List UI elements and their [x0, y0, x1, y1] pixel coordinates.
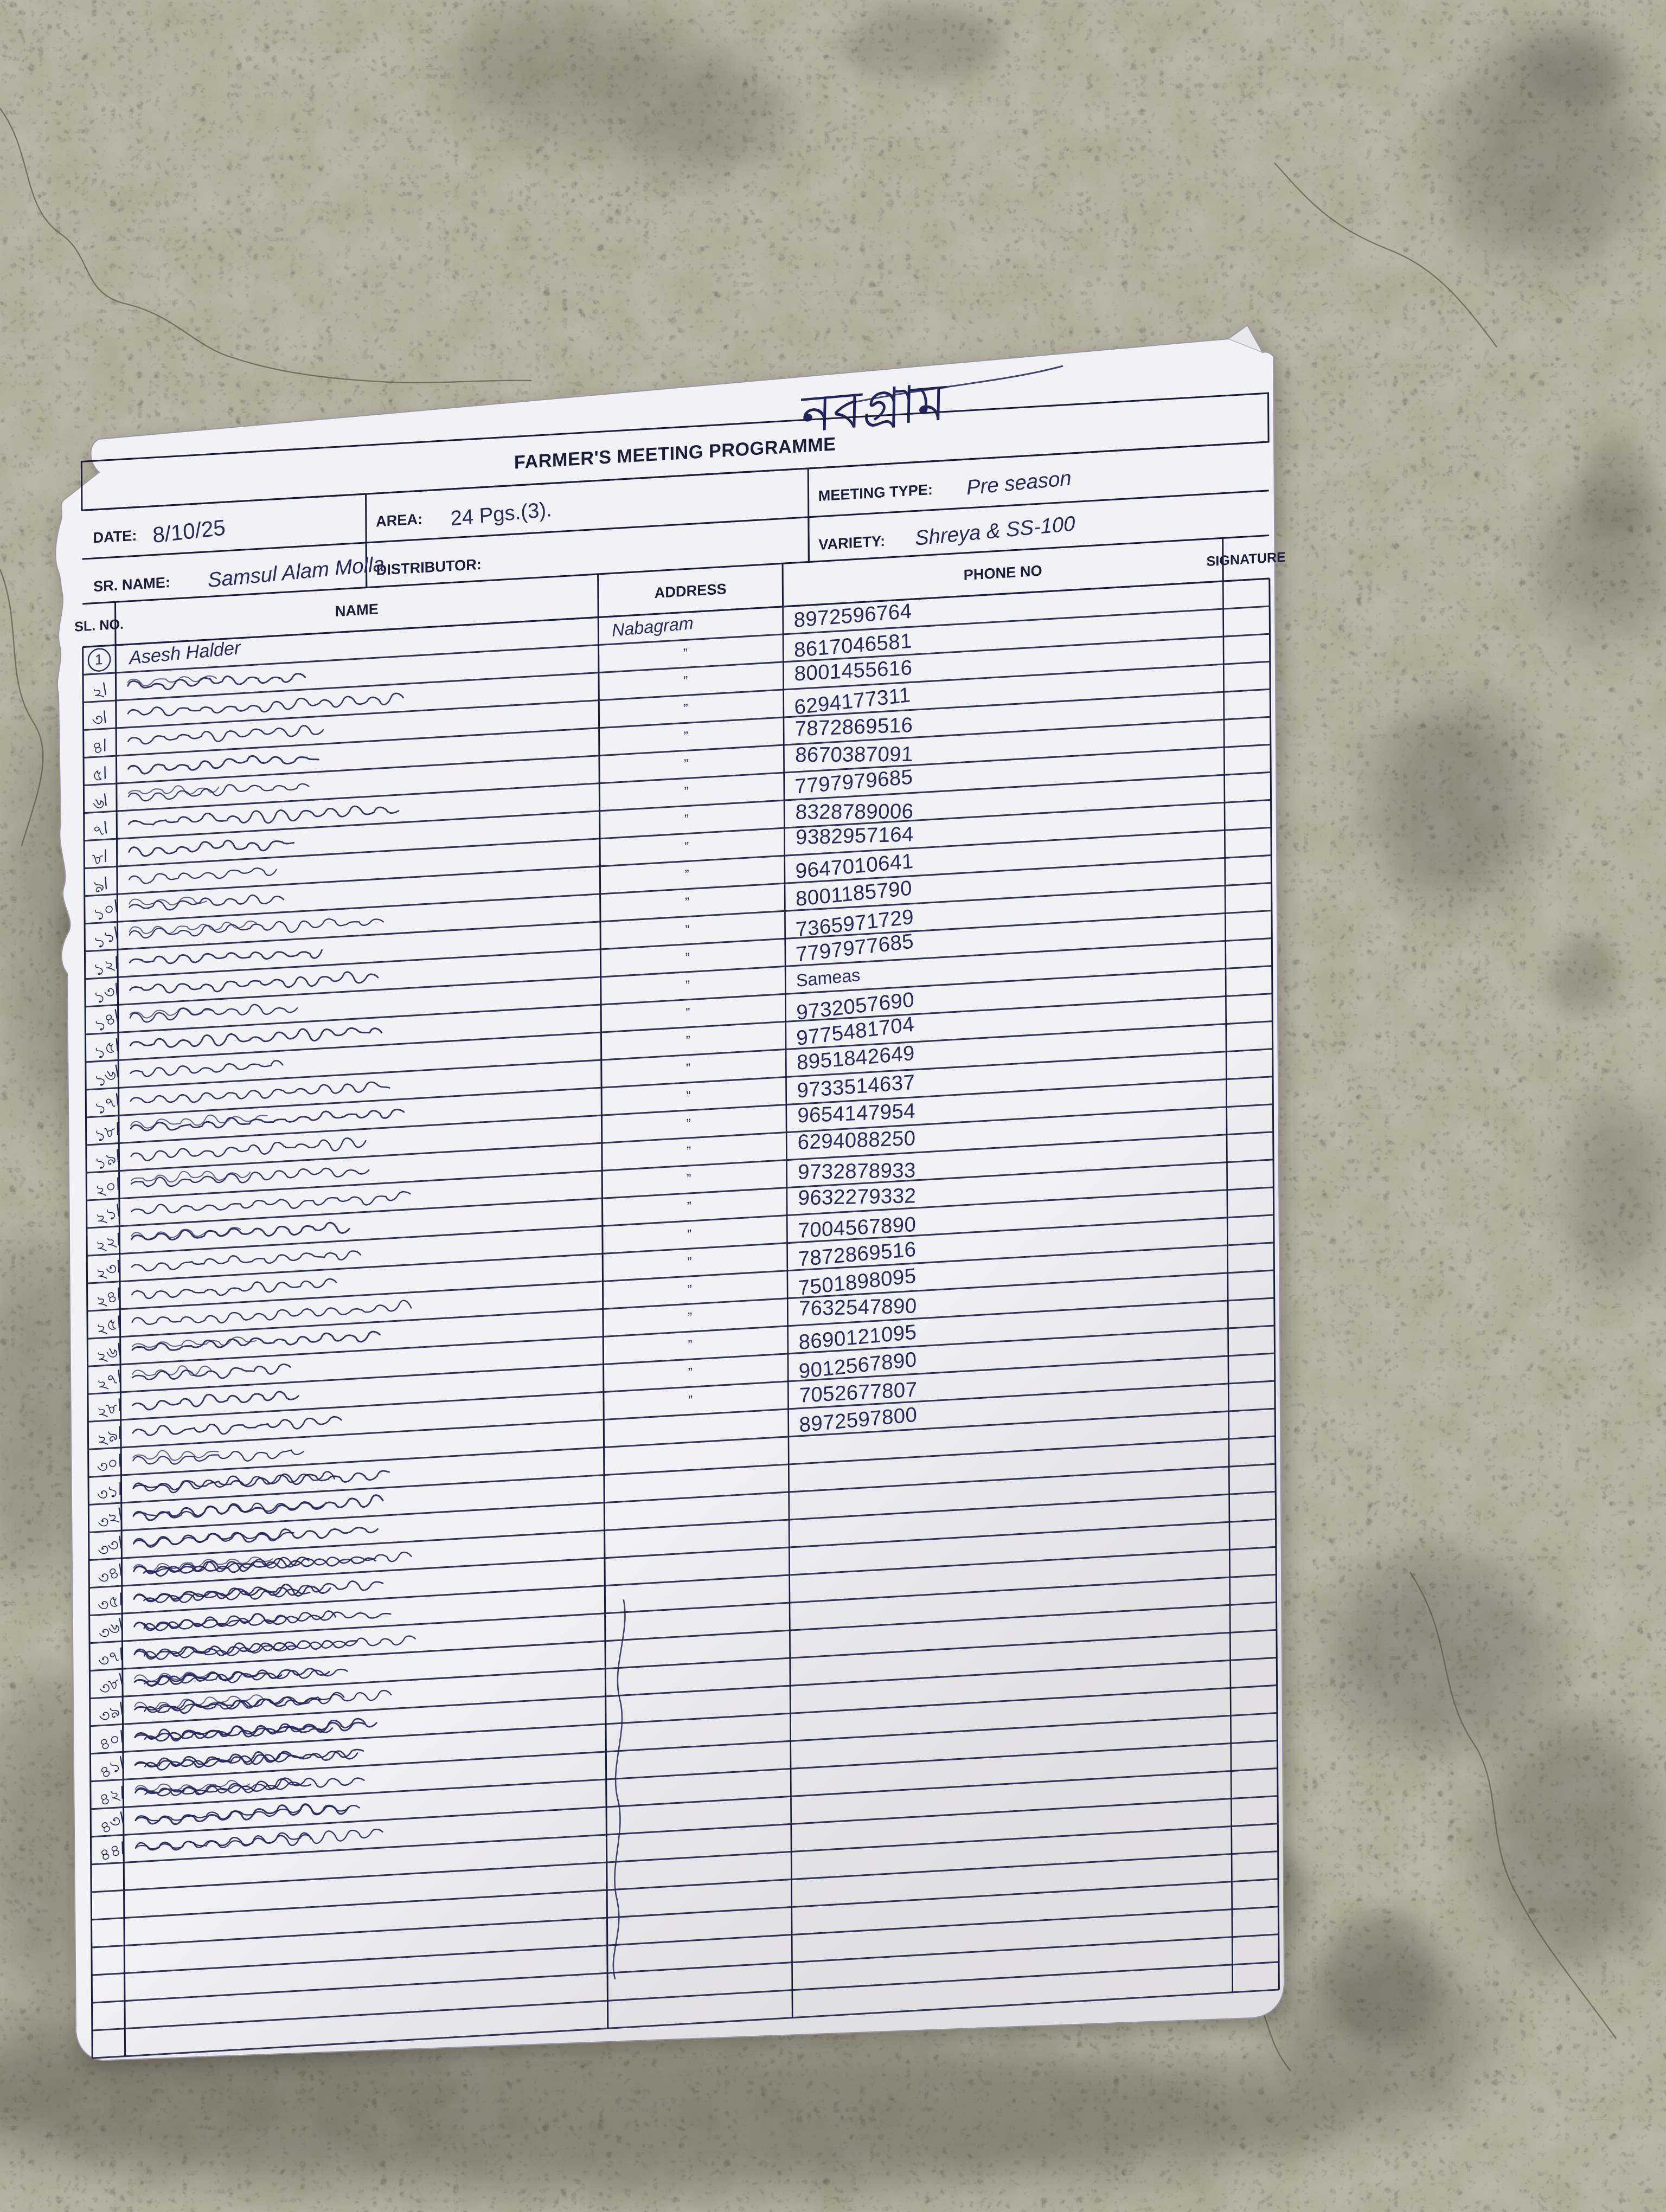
svg-text:9732878933: 9732878933	[797, 1159, 916, 1184]
svg-text:”: ”	[687, 1255, 691, 1270]
svg-text:9654147954: 9654147954	[797, 1099, 915, 1128]
svg-text:”: ”	[684, 812, 689, 827]
svg-text:”: ”	[683, 646, 688, 661]
svg-text:”: ”	[685, 950, 690, 966]
svg-text:”: ”	[684, 785, 688, 800]
svg-text:”: ”	[685, 978, 690, 993]
svg-text:”: ”	[688, 1393, 693, 1409]
svg-text:1: 1	[95, 651, 103, 668]
svg-text:”: ”	[687, 1172, 691, 1187]
svg-text:9382957164: 9382957164	[796, 822, 914, 849]
svg-text:”: ”	[685, 923, 689, 938]
svg-text:”: ”	[684, 840, 689, 855]
svg-text:9632279332: 9632279332	[798, 1184, 917, 1210]
svg-text:NAME: NAME	[335, 600, 379, 620]
svg-text:”: ”	[683, 674, 688, 689]
svg-text:8328789006: 8328789006	[795, 800, 914, 824]
svg-text:”: ”	[688, 1366, 693, 1381]
svg-text:”: ”	[685, 1006, 690, 1021]
svg-text:”: ”	[688, 1310, 692, 1325]
svg-text:”: ”	[687, 1227, 691, 1242]
svg-text:DATE:: DATE:	[93, 527, 137, 546]
svg-text:”: ”	[687, 1144, 691, 1159]
svg-text:”: ”	[688, 1338, 692, 1353]
svg-text:”: ”	[685, 895, 689, 910]
svg-text:”: ”	[684, 757, 688, 772]
svg-text:7632547890: 7632547890	[798, 1294, 917, 1320]
svg-text:”: ”	[686, 1033, 690, 1049]
svg-text:”: ”	[684, 729, 688, 744]
svg-text:AREA:: AREA:	[376, 510, 422, 530]
svg-text:”: ”	[686, 1089, 690, 1104]
svg-text:”: ”	[687, 1116, 691, 1131]
svg-text:6294088250: 6294088250	[797, 1127, 915, 1154]
svg-text:7872869516: 7872869516	[794, 713, 913, 741]
svg-text:”: ”	[687, 1199, 691, 1214]
svg-text:”: ”	[684, 867, 689, 883]
svg-text:SL. NO.: SL. NO.	[74, 616, 124, 634]
svg-text:”: ”	[683, 702, 688, 717]
svg-text:8670387091: 8670387091	[794, 743, 913, 767]
svg-text:”: ”	[688, 1282, 692, 1297]
svg-text:”: ”	[686, 1061, 690, 1076]
